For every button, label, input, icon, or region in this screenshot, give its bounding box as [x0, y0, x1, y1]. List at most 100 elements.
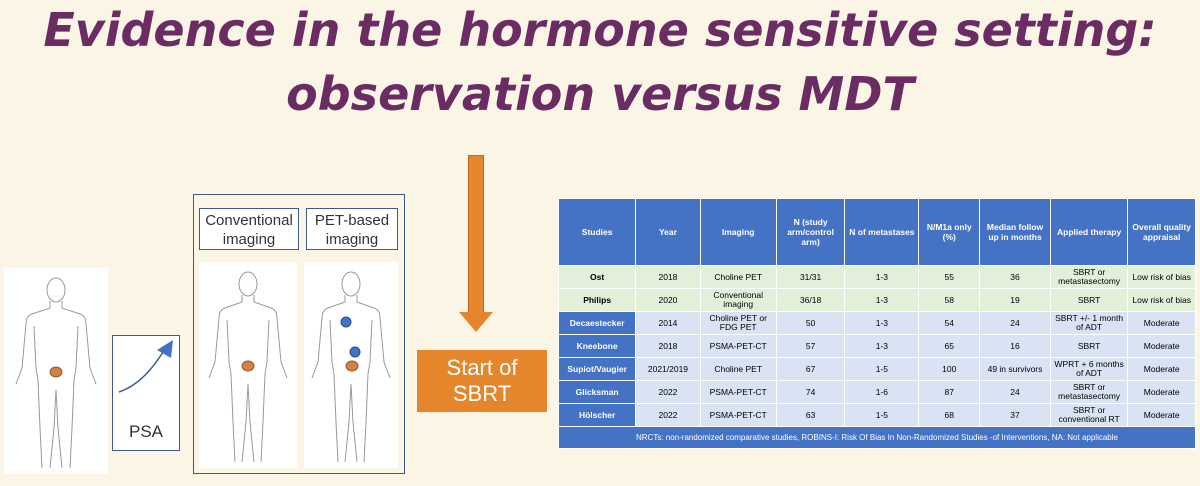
pet-imaging-label: PET-based imaging — [306, 208, 398, 250]
slide-title-line2: observation versus MDT — [286, 67, 914, 121]
table-cell: Moderate — [1127, 357, 1196, 381]
table-cell: 36 — [979, 265, 1051, 289]
col-header: Overall quality appraisal — [1127, 198, 1196, 266]
table-cell: 68 — [918, 403, 981, 427]
psa-rise-arrow-icon — [118, 340, 173, 393]
table-cell: PSMA-PET-CT — [699, 334, 777, 358]
table-cell: Moderate — [1127, 311, 1196, 335]
table-cell: 100 — [918, 357, 981, 381]
prostate-marker — [241, 360, 255, 372]
table-cell: 1-3 — [844, 265, 920, 289]
col-header: Median follow up in months — [979, 198, 1051, 266]
table-cell: 65 — [918, 334, 981, 358]
table-cell: SBRT +/- 1 month of ADT — [1049, 311, 1129, 335]
table-footnote: NRCTs: non-randomized comparative studie… — [558, 426, 1196, 449]
col-header: N/M1a only (%) — [918, 198, 981, 266]
table-cell: Low risk of bias — [1127, 288, 1196, 312]
study-cell: Kneebone — [557, 334, 637, 358]
table-cell: 2014 — [635, 311, 701, 335]
human-figure-icon — [311, 271, 391, 463]
study-cell: Philips — [557, 288, 637, 312]
col-header: N of metastases — [844, 198, 920, 266]
table-cell: 1-3 — [844, 334, 920, 358]
slide-title-line1: Evidence in the hormone sensitive settin… — [43, 3, 1157, 57]
table-cell: 2020 — [635, 288, 701, 312]
table-cell: 50 — [775, 311, 846, 335]
human-figure-icon — [208, 271, 288, 463]
table-cell: 2022 — [635, 403, 701, 427]
table-cell: Moderate — [1127, 403, 1196, 427]
table-cell: 55 — [918, 265, 981, 289]
col-header: Applied therapy — [1049, 198, 1129, 266]
start-sbrt-line2: SBRT — [452, 381, 512, 406]
table-cell: 1-5 — [844, 403, 920, 427]
start-sbrt-line1: Start of — [446, 355, 518, 380]
study-cell: Glicksman — [557, 380, 637, 404]
table-cell: 16 — [979, 334, 1051, 358]
start-sbrt-box: Start of SBRT — [417, 350, 547, 412]
table-cell: Moderate — [1127, 380, 1196, 404]
table-cell: 54 — [918, 311, 981, 335]
human-figure-icon — [15, 277, 97, 469]
table-cell: 63 — [775, 403, 846, 427]
table-row: Glicksman 2022 PSMA-PET-CT 74 1-6 87 24 … — [557, 380, 1196, 404]
table-cell: 87 — [918, 380, 981, 404]
table-cell: Moderate — [1127, 334, 1196, 358]
body-figure-panel-left — [4, 268, 108, 474]
study-cell: Decaestecker — [557, 311, 637, 335]
table-cell: Choline PET — [699, 265, 777, 289]
table-row: Supiot/Vaugier 2021/2019 Choline PET 67 … — [557, 357, 1196, 381]
table-cell: 2021/2019 — [635, 357, 701, 381]
table-cell: SBRT — [1049, 288, 1129, 312]
table-row: Ost 2018 Choline PET 31/31 1-3 55 36 SBR… — [557, 265, 1196, 289]
table-cell: WPRT + 6 months of ADT — [1049, 357, 1129, 381]
col-header: N (study arm/control arm) — [775, 198, 846, 266]
table-cell: 1-3 — [844, 288, 920, 312]
table-footnote-row: NRCTs: non-randomized comparative studie… — [558, 426, 1196, 449]
table-cell: 57 — [775, 334, 846, 358]
table-cell: 31/31 — [775, 265, 846, 289]
table-row: Kneebone 2018 PSMA-PET-CT 57 1-3 65 16 S… — [557, 334, 1196, 358]
table-cell: 58 — [918, 288, 981, 312]
study-cell: Hölscher — [557, 403, 637, 427]
table-cell: Choline PET — [699, 357, 777, 381]
table-cell: SBRT or conventional RT — [1049, 403, 1129, 427]
body-figure-panel-pet — [304, 262, 398, 468]
table-cell: Choline PET or FDG PET — [699, 311, 777, 335]
table-row: Decaestecker 2014 Choline PET or FDG PET… — [557, 311, 1196, 335]
table-header-row: Studies Year Imaging N (study arm/contro… — [557, 198, 1196, 266]
table-cell: 1-5 — [844, 357, 920, 381]
prostate-marker — [345, 360, 359, 372]
table-cell: Low risk of bias — [1127, 265, 1196, 289]
table-cell: 1-6 — [844, 380, 920, 404]
body-figure-panel-conventional — [199, 262, 297, 468]
table-cell: 37 — [979, 403, 1051, 427]
psa-label: PSA — [128, 422, 164, 441]
down-arrow-icon — [459, 312, 493, 332]
table-cell: 2018 — [635, 265, 701, 289]
study-cell: Ost — [557, 265, 637, 289]
table-cell: 24 — [979, 380, 1051, 404]
table-cell: 49 in survivors — [979, 357, 1051, 381]
table-cell: PSMA-PET-CT — [699, 403, 777, 427]
table-cell: 19 — [979, 288, 1051, 312]
metastasis-marker — [340, 316, 352, 328]
table-cell: 67 — [775, 357, 846, 381]
table-cell: 24 — [979, 311, 1051, 335]
table-cell: Conventional imaging — [699, 288, 777, 312]
table-cell: 1-3 — [844, 311, 920, 335]
table-cell: SBRT — [1049, 334, 1129, 358]
table-cell: 2022 — [635, 380, 701, 404]
psa-box: PSA — [112, 335, 180, 451]
conventional-imaging-label: Conventional imaging — [199, 208, 299, 250]
study-cell: Supiot/Vaugier — [557, 357, 637, 381]
table-row: Philips 2020 Conventional imaging 36/18 … — [557, 288, 1196, 312]
prostate-marker — [49, 366, 63, 378]
timeline-arrow-shaft — [468, 155, 484, 315]
evidence-table: Studies Year Imaging N (study arm/contro… — [557, 198, 1196, 449]
table-row: Hölscher 2022 PSMA-PET-CT 63 1-5 68 37 S… — [557, 403, 1196, 427]
table-cell: PSMA-PET-CT — [699, 380, 777, 404]
table-cell: 2018 — [635, 334, 701, 358]
table-cell: SBRT or metastasectomy — [1049, 265, 1129, 289]
table-cell: 74 — [775, 380, 846, 404]
